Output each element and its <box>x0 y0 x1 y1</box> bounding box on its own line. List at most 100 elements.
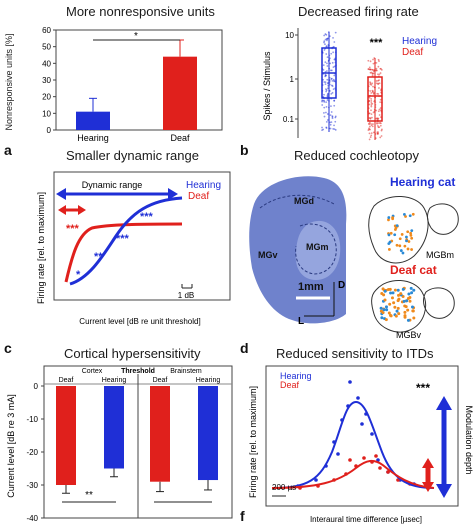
deaf-dot <box>370 104 373 106</box>
hearing-label-dot <box>410 248 413 251</box>
hearing-label-dot <box>403 244 407 248</box>
dr-stars-hearing-3: ** <box>94 251 103 263</box>
deaf-dot <box>368 66 371 69</box>
itd-chart: Firing rate [rel. to maximum] Hearing De… <box>248 365 474 524</box>
panel-label-d: d <box>240 340 249 356</box>
hearing-dot <box>330 69 333 72</box>
hearing-dot <box>333 104 336 107</box>
itd-hearing-curve <box>271 400 435 489</box>
hs-ylabel: Current level [dB re 3 mA] <box>6 394 16 498</box>
hearing-label-dot <box>389 231 393 235</box>
deaf-cat-label: Deaf cat <box>390 263 437 277</box>
dynamic-range-chart: Firing rate [rel. to maximum] Dynamic ra… <box>36 171 231 326</box>
deaf-label-dot <box>393 305 397 309</box>
deaf-dot <box>379 136 382 139</box>
nr-ytick-label: 20 <box>42 93 51 102</box>
itd-hearing-dot <box>348 380 352 384</box>
deaf-dot <box>378 60 380 63</box>
hearing-dot <box>322 68 325 71</box>
hs-cat-hearing-2: Hearing <box>196 377 221 384</box>
hearing-dot <box>332 45 335 48</box>
firing-legend-hearing: Hearing <box>402 36 437 47</box>
region-mgd: MGd <box>294 196 314 206</box>
hearing-dot <box>329 121 331 124</box>
itd-hearing-dot <box>336 452 340 456</box>
region-mgv: MGv <box>258 250 278 260</box>
deaf-dot <box>368 99 371 102</box>
region-mgm: MGm <box>306 242 329 252</box>
hearing-dot <box>324 38 327 41</box>
hs-sig-star: ** <box>85 490 93 501</box>
firing-ylabel: Spikes / Stimulus <box>262 51 272 121</box>
dr-arrow-right-head <box>168 188 178 200</box>
dr-frame <box>53 171 231 301</box>
nr-ytick-label: 40 <box>42 59 51 68</box>
deaf-label-dot <box>403 310 407 314</box>
nr-ytick-label: 50 <box>42 43 51 52</box>
hearing-dot <box>321 99 324 102</box>
nr-xlabel-hearing: Hearing <box>77 133 109 143</box>
mod-arrow-red-bottom <box>422 482 434 492</box>
hs-ytick-label: 0 <box>34 382 39 391</box>
deaf-label-dot <box>409 286 413 290</box>
deaf-label-dot <box>383 298 387 302</box>
hearing-dot <box>326 99 329 101</box>
deaf-label-dot <box>402 299 406 303</box>
dr-legend-hearing: Hearing <box>186 180 221 191</box>
deaf-dot <box>369 68 371 71</box>
hearing-dot <box>334 31 337 34</box>
itd-deaf-dot <box>362 456 366 460</box>
hearing-dot <box>326 65 329 67</box>
hearing-dot <box>324 81 327 84</box>
deaf-dot <box>372 62 375 65</box>
deaf-dot <box>371 91 374 93</box>
deaf-dot <box>378 114 381 116</box>
deaf-dot <box>377 110 380 113</box>
hearing-dot <box>326 37 328 40</box>
hearing-label-dot <box>387 248 391 251</box>
mod-arrow-blue-bottom <box>436 484 452 498</box>
hearing-dot <box>323 49 326 51</box>
deaf-label-dot <box>407 292 411 296</box>
hearing-label-dot <box>407 240 411 243</box>
deaf-label-dot <box>397 312 401 316</box>
hearing-label-dot <box>402 212 406 216</box>
deaf-box <box>367 76 383 122</box>
nr-ytick-label: 30 <box>42 76 51 85</box>
hearing-label-dot <box>395 224 399 228</box>
itd-hearing-dot <box>360 422 364 426</box>
hearing-label-dot <box>398 244 402 248</box>
itd-right-label: Modulation depth <box>464 405 474 474</box>
nr-xlabel-deaf: Deaf <box>170 133 190 143</box>
title-nonresponsive: More nonresponsive units <box>66 4 215 19</box>
hearing-dot <box>325 53 328 55</box>
panel-label-a: a <box>4 142 12 158</box>
dr-xlabel: Current level [dB re unit threshold] <box>79 317 200 326</box>
hearing-dot <box>325 101 328 104</box>
hearing-dot <box>324 83 327 86</box>
hearing-dot <box>330 111 333 113</box>
deaf-dot <box>368 117 371 119</box>
cochleotopy-panel: MGd MGv MGm 1mm D L Hearing cat MGBm Dea… <box>249 175 459 340</box>
hs-ytick-label: -30 <box>26 481 38 490</box>
nonresponsive-ylabel: Nonresponsive units [%] <box>4 33 14 130</box>
deaf-curve <box>64 222 183 283</box>
deaf-label-dot <box>412 316 416 320</box>
deaf-dot <box>368 112 371 115</box>
hs-bar <box>150 386 170 482</box>
hs-group-brainstem: Brainstem <box>170 368 202 375</box>
hearing-dot <box>330 121 333 124</box>
deaf-dot <box>371 125 374 128</box>
hs-header: Threshold <box>121 368 155 375</box>
deaf-dot <box>371 74 374 77</box>
deaf-label-dot <box>411 309 415 313</box>
deaf-label-dot <box>406 318 410 322</box>
dr-arrow-label: Dynamic range <box>82 180 143 190</box>
hearing-mgb-label: MGBm <box>426 250 454 260</box>
mgd-boundary <box>259 194 335 209</box>
hearing-dot <box>332 128 335 130</box>
deaf-dot <box>372 123 374 125</box>
deaf-label-dot <box>392 301 396 305</box>
deaf-label-dot <box>384 305 388 309</box>
deaf-label-dot <box>403 315 407 319</box>
